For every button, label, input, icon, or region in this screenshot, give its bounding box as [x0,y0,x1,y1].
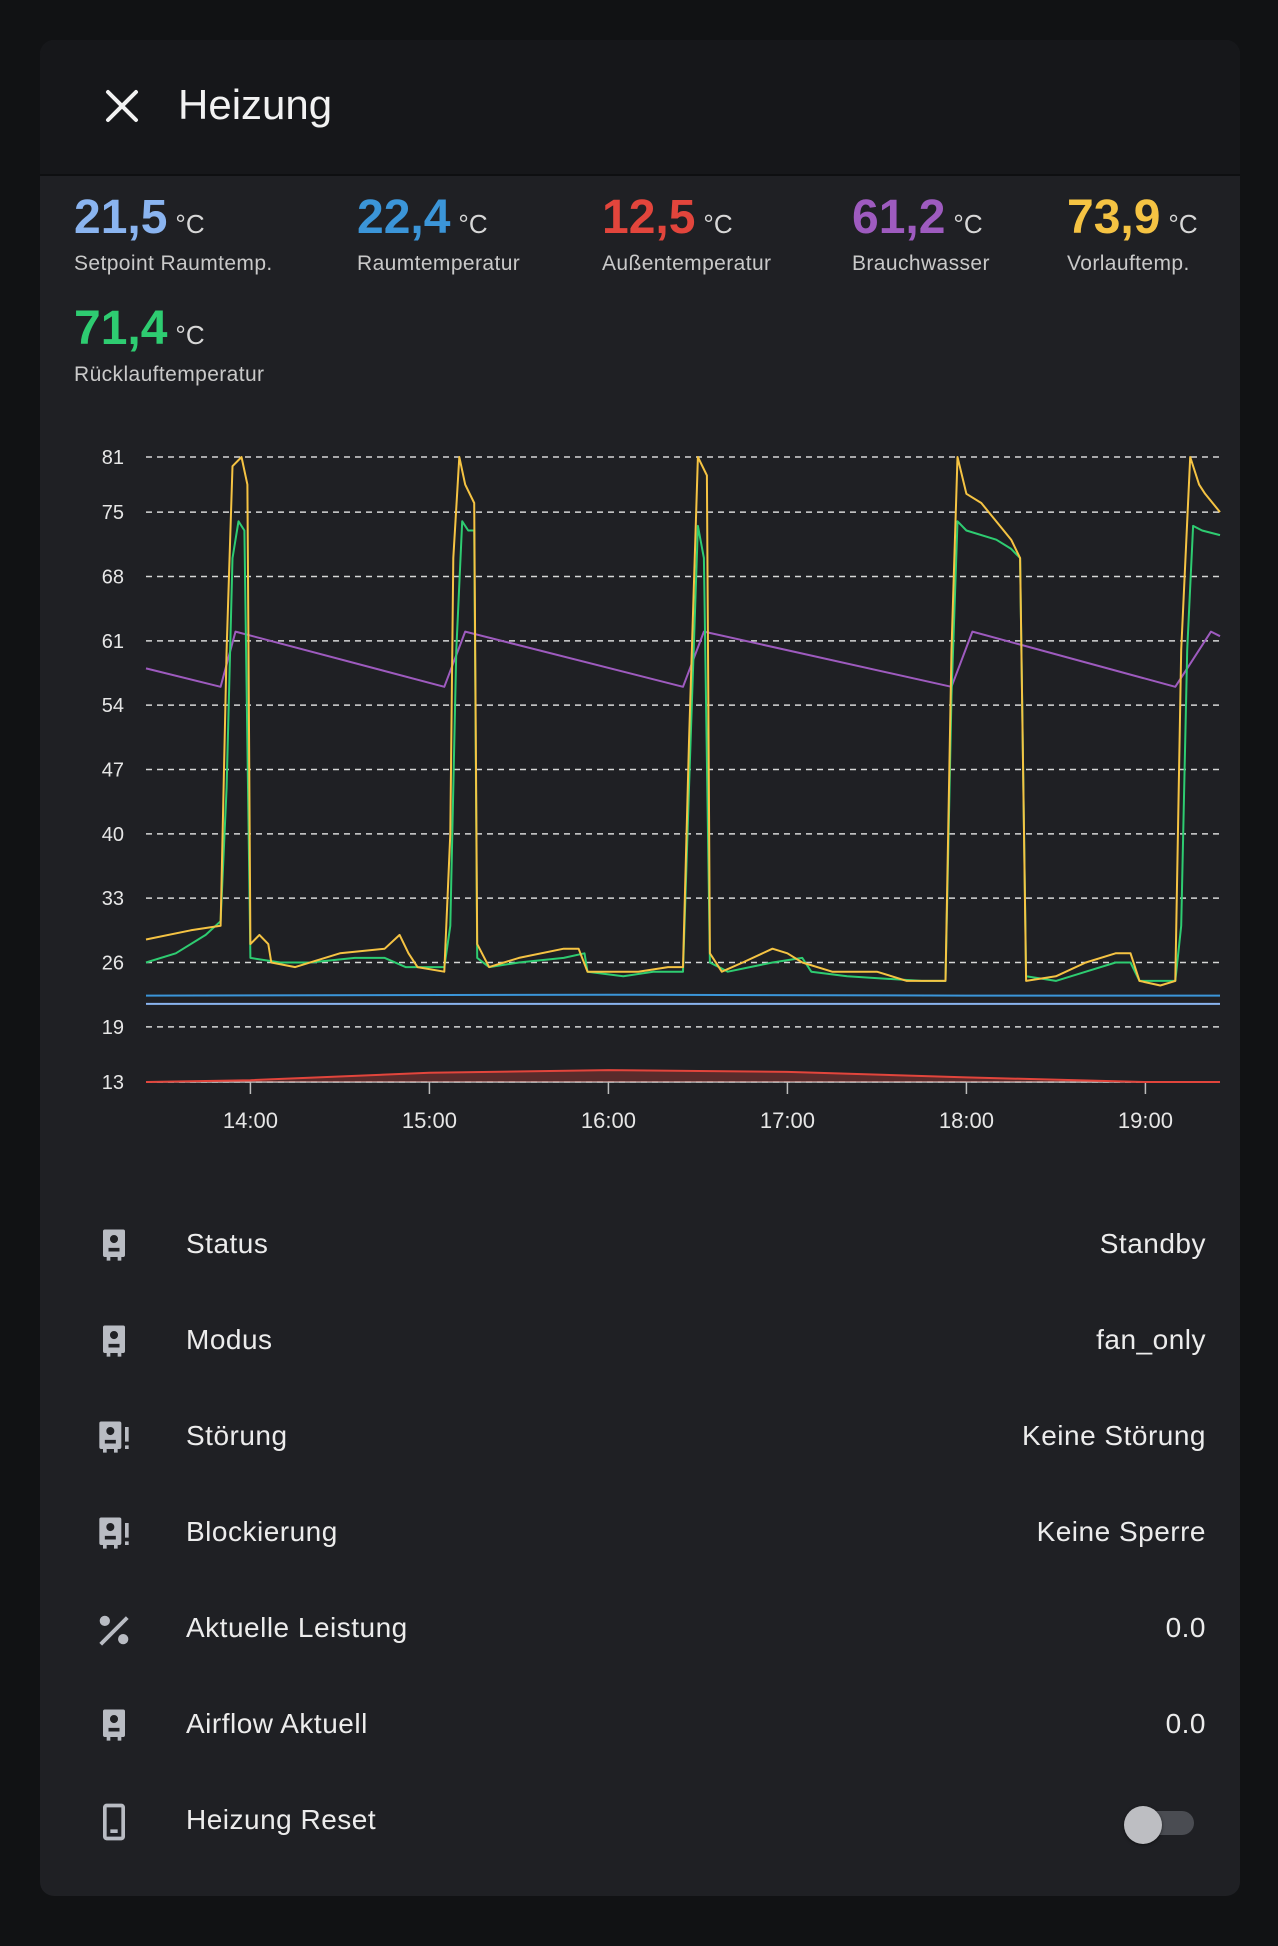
entity-row-blocking[interactable]: Blockierung Keine Sperre [40,1486,1240,1582]
sensor-unit: °C [703,209,733,239]
sensor-unit: °C [953,209,983,239]
y-tick-label: 75 [102,502,124,524]
sensor-outdoor-temp[interactable]: 12,5 °C Außentemperatur [602,190,771,276]
series-line [145,993,1220,997]
sensor-value: 12,5 [602,191,696,244]
y-tick-label: 68 [102,566,124,588]
dialog-header: Heizung [40,40,1240,176]
cellphone-icon [103,1803,125,1841]
sensor-value: 21,5 [74,191,168,244]
sensor-label: Außentemperatur [602,252,772,275]
heat-pump-alert-icon [99,1421,129,1453]
entity-state: Keine Sperre [1036,1516,1206,1547]
heat-pump-icon [103,1709,125,1741]
sensor-unit: °C [458,209,488,239]
y-tick-label: 26 [102,953,124,975]
x-tick-label: 18:00 [939,1108,994,1133]
series-line [145,1069,1220,1083]
percent-icon [99,1615,129,1646]
x-tick-label: 14:00 [223,1108,278,1133]
history-chart[interactable]: 81 75 68 61 54 47 40 33 26 19 13 14:00 15:00 16:00 17:… [40,40,1240,1200]
entity-state: 0.0 [1165,1612,1206,1643]
x-tick-label: 16:00 [581,1108,636,1133]
sensor-value: 71,4 [74,302,168,355]
heat-pump-alert-icon [99,1517,129,1549]
entity-row-airflow[interactable]: Airflow Aktuell 0.0 [40,1678,1240,1774]
sensor-value: 61,2 [852,191,946,244]
entity-row-reset[interactable]: Heizung Reset [40,1774,1240,1870]
heat-pump-icon [103,1325,125,1357]
more-info-dialog: Heizung 21,5 °C Setpoint Raumtemp. 22,4 °C… [40,40,1240,1896]
sensor-label: Vorlauftemp. [1067,252,1190,275]
entity-name: Status [186,1228,269,1259]
dialog-title: Heizung [178,81,333,128]
y-tick-label: 61 [102,631,124,653]
close-icon [106,90,138,122]
sensor-value: 73,9 [1067,191,1161,244]
y-tick-label: 81 [102,447,124,469]
y-tick-label: 19 [102,1017,124,1039]
series-line [145,520,1221,982]
entity-state: Keine Störung [1022,1420,1206,1451]
series-area [146,1070,1220,1082]
heat-pump-icon [103,1229,125,1261]
sensor-label: Setpoint Raumtemp. [74,252,273,275]
entity-name: Airflow Aktuell [186,1708,368,1739]
x-tick-label: 17:00 [760,1108,815,1133]
series-line [145,456,1221,987]
sensor-return-temp[interactable]: 71,4 °C Rücklauftemperatur [74,301,264,387]
sensor-setpoint[interactable]: 21,5 °C Setpoint Raumtemp. [74,190,273,276]
entity-name: Heizung Reset [186,1804,377,1835]
entity-name: Modus [186,1324,273,1355]
series-line [145,630,1221,688]
toggle-knob [1124,1806,1162,1844]
entity-state: Standby [1099,1228,1206,1259]
x-tick-label: 19:00 [1118,1108,1173,1133]
sensor-room-temp[interactable]: 22,4 °C Raumtemperatur [357,190,520,276]
sensor-unit: °C [175,320,205,350]
y-tick-label: 13 [102,1072,124,1094]
sensor-unit: °C [175,209,205,239]
y-tick-label: 54 [102,695,124,717]
sensor-label: Rücklauftemperatur [74,363,265,386]
sensor-value: 22,4 [357,191,451,244]
entity-row-fault[interactable]: Störung Keine Störung [40,1390,1240,1486]
reset-toggle[interactable] [1124,1806,1196,1844]
y-tick-label: 47 [102,760,124,782]
y-tick-label: 33 [102,888,124,910]
entity-state: 0.0 [1165,1708,1206,1739]
sensor-flow-temp[interactable]: 73,9 °C Vorlauftemp. [1067,190,1198,276]
entity-row-mode[interactable]: Modus fan_only [40,1294,1240,1390]
sensor-label: Brauchwasser [852,252,990,275]
entity-row-status[interactable]: Status Standby [40,1198,1240,1294]
close-button[interactable] [100,84,144,128]
entity-row-power[interactable]: Aktuelle Leistung 0.0 [40,1582,1240,1678]
entity-state: fan_only [1096,1324,1206,1355]
sensor-unit: °C [1168,209,1198,239]
entity-name: Störung [186,1420,288,1451]
sensor-hot-water[interactable]: 61,2 °C Brauchwasser [852,190,990,276]
entity-name: Aktuelle Leistung [186,1612,408,1643]
sensor-label: Raumtemperatur [357,252,521,275]
entity-name: Blockierung [186,1516,338,1547]
y-tick-label: 40 [102,824,124,846]
x-tick-label: 15:00 [402,1108,457,1133]
